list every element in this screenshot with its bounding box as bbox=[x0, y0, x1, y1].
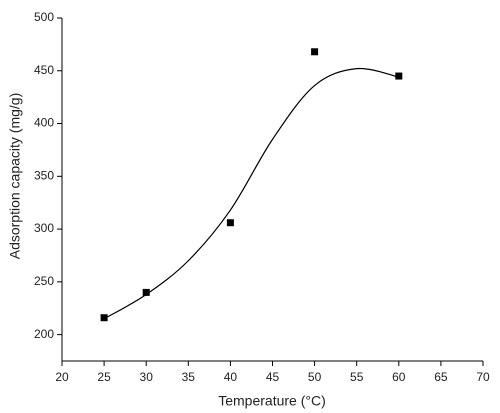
x-tick-label: 60 bbox=[392, 370, 406, 384]
data-point bbox=[395, 72, 403, 80]
y-tick-label: 300 bbox=[34, 221, 54, 235]
data-point bbox=[226, 219, 234, 227]
y-tick-label: 200 bbox=[34, 327, 54, 341]
x-tick-label: 20 bbox=[55, 370, 69, 384]
x-tick-label: 30 bbox=[140, 370, 154, 384]
y-tick-label: 250 bbox=[34, 274, 54, 288]
x-tick-label: 55 bbox=[350, 370, 364, 384]
y-tick-label: 450 bbox=[34, 63, 54, 77]
x-tick-label: 70 bbox=[476, 370, 490, 384]
y-tick-label: 350 bbox=[34, 168, 54, 182]
x-tick-label: 45 bbox=[266, 370, 280, 384]
x-axis-title: Temperature (°C) bbox=[218, 393, 326, 409]
x-tick-label: 35 bbox=[182, 370, 196, 384]
fit-curve bbox=[103, 67, 399, 320]
data-point bbox=[100, 314, 108, 322]
y-axis-title: Adsorption capacity (mg/g) bbox=[7, 93, 23, 260]
x-tick-label: 25 bbox=[97, 370, 111, 384]
data-point bbox=[142, 288, 150, 296]
y-tick-label: 500 bbox=[34, 10, 54, 24]
x-tick-label: 50 bbox=[308, 370, 322, 384]
x-tick-label: 65 bbox=[434, 370, 448, 384]
x-tick-label: 40 bbox=[224, 370, 238, 384]
data-point bbox=[311, 48, 319, 56]
y-tick-label: 400 bbox=[34, 116, 54, 130]
